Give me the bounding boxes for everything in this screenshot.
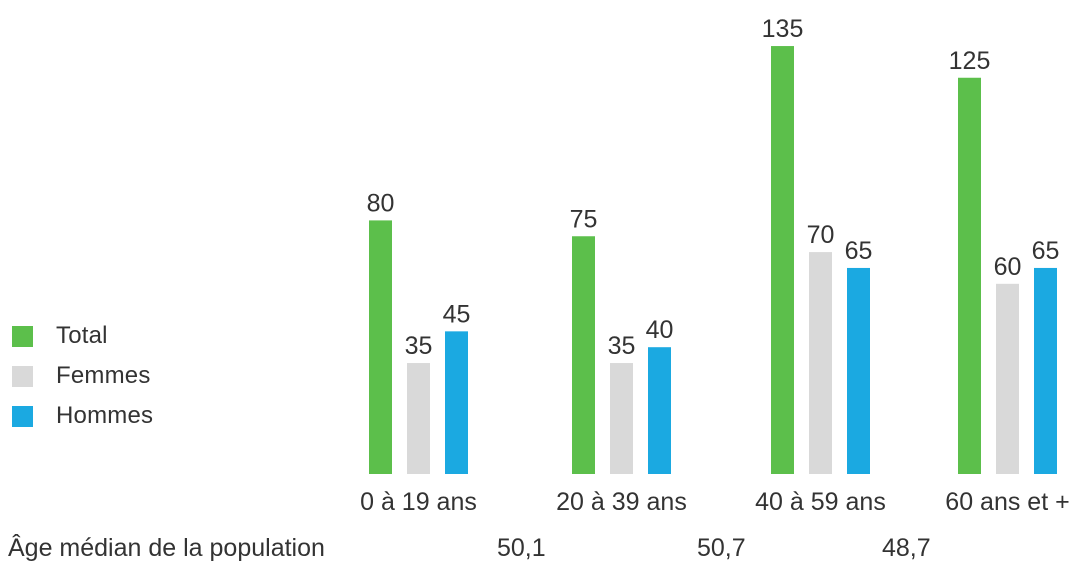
data-label-total-0-a-19-ans: 80 xyxy=(367,189,395,217)
legend-label-total: Total xyxy=(56,322,108,349)
data-label-hommes-60-ans-et: 65 xyxy=(1032,237,1060,265)
bar-hommes-20-a-39-ans xyxy=(648,347,671,474)
category-label-0-a-19-ans: 0 à 19 ans xyxy=(360,488,477,516)
legend-item-femmes: Femmes xyxy=(12,356,153,396)
legend-swatch-femmes xyxy=(12,365,33,387)
legend-label-hommes: Hommes xyxy=(56,402,154,429)
data-label-hommes-0-a-19-ans: 45 xyxy=(443,300,471,328)
bar-femmes-0-a-19-ans xyxy=(407,363,430,474)
bar-hommes-0-a-19-ans xyxy=(445,331,468,474)
median-age-value-3: 48,7 xyxy=(882,534,931,562)
data-label-hommes-40-a-59-ans: 65 xyxy=(845,237,873,265)
data-label-femmes-0-a-19-ans: 35 xyxy=(405,332,433,360)
data-label-femmes-60-ans-et: 60 xyxy=(994,253,1022,281)
data-label-femmes-20-a-39-ans: 35 xyxy=(608,332,636,360)
category-label-60-ans-et: 60 ans et + xyxy=(945,488,1069,516)
bar-total-20-a-39-ans xyxy=(572,236,595,474)
bar-hommes-60-ans-et xyxy=(1034,267,1057,474)
data-label-total-20-a-39-ans: 75 xyxy=(570,205,598,233)
legend-item-total: Total xyxy=(12,316,153,356)
category-label-40-a-59-ans: 40 à 59 ans xyxy=(755,488,886,516)
bar-femmes-40-a-59-ans xyxy=(809,252,832,474)
bar-total-0-a-19-ans xyxy=(369,220,392,474)
data-label-total-60-ans-et: 125 xyxy=(949,47,991,75)
bar-total-60-ans-et xyxy=(958,77,981,474)
data-label-femmes-40-a-59-ans: 70 xyxy=(807,221,835,249)
median-age-value-1: 50,1 xyxy=(497,534,546,562)
legend: Total Femmes Hommes xyxy=(12,316,153,436)
bar-total-40-a-59-ans xyxy=(771,46,794,475)
median-age-label: Âge médian de la population xyxy=(8,534,325,562)
category-label-20-a-39-ans: 20 à 39 ans xyxy=(556,488,687,516)
bar-hommes-40-a-59-ans xyxy=(847,267,870,474)
median-age-row: Âge médian de la population 50,1 50,7 48… xyxy=(0,534,1073,574)
bar-femmes-60-ans-et xyxy=(996,283,1019,474)
data-label-hommes-20-a-39-ans: 40 xyxy=(646,316,674,344)
legend-swatch-hommes xyxy=(12,405,33,427)
legend-label-femmes: Femmes xyxy=(56,362,151,389)
median-age-value-2: 50,7 xyxy=(697,534,746,562)
data-label-total-40-a-59-ans: 135 xyxy=(762,15,804,43)
bar-femmes-20-a-39-ans xyxy=(610,363,633,474)
legend-swatch-total xyxy=(12,325,33,347)
legend-item-hommes: Hommes xyxy=(12,396,153,436)
